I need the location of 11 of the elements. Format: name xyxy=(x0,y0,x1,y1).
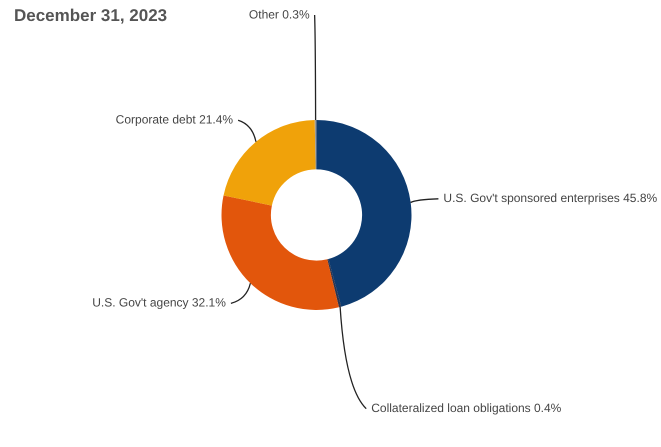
data-label: 0.3% xyxy=(282,7,310,22)
data-label: 32.1% xyxy=(192,296,226,310)
data-label: 21.4% xyxy=(199,112,234,127)
data-label: 0.4% xyxy=(534,401,562,416)
slice-label: Collateralized loan obligations xyxy=(371,401,531,416)
slice-label: U.S. Gov't agency xyxy=(92,296,189,310)
data-label: 45.8% xyxy=(623,191,658,206)
slice-label: U.S. Gov't sponsored enterprises xyxy=(443,191,620,206)
slice-label: Corporate debt xyxy=(116,112,196,127)
chart-title: December 31, 2023 xyxy=(14,6,168,26)
slice-label: Other xyxy=(248,7,279,22)
